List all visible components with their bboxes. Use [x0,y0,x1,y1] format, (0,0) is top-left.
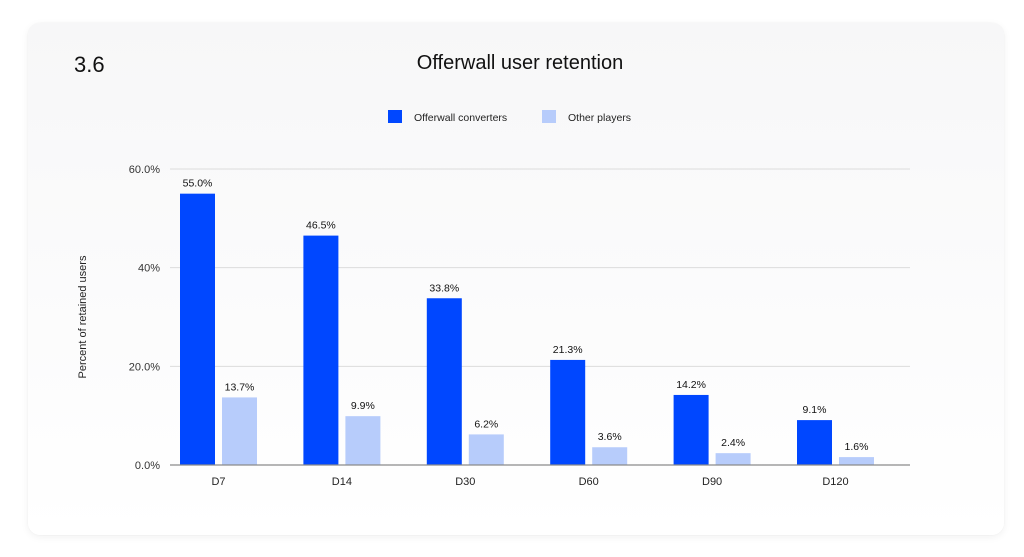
chart-title: Offerwall user retention [416,52,624,74]
data-label: 6.2% [474,418,498,430]
bar-other-players-d14 [345,416,381,465]
legend-label: Offerwall converters [414,112,507,124]
y-tick-label: 60.0% [129,164,160,176]
x-tick-label: D14 [332,476,352,488]
data-label: 21.3% [553,344,583,356]
data-label: 55.0% [183,178,213,190]
x-tick-label: D60 [579,476,599,488]
legend-swatch-other-players [542,110,556,123]
y-tick-label: 0.0% [135,460,160,472]
data-label: 14.2% [676,379,706,391]
x-tick-label: D7 [211,476,225,488]
y-tick-label: 20.0% [129,361,160,373]
data-label: 9.9% [351,400,375,412]
legend-swatch-offerwall-converters [388,110,402,123]
data-label: 2.4% [721,437,745,449]
bar-other-players-d30 [468,434,504,465]
legend-label: Other players [568,112,631,124]
bar-offerwall-converters-d7 [180,193,215,465]
x-tick-label: D120 [822,476,848,488]
x-tick-label: D90 [702,476,722,488]
data-label: 3.6% [598,431,622,443]
bar-other-players-d120 [839,457,874,465]
bar-offerwall-converters-d30 [426,298,462,465]
data-label: 33.8% [429,282,459,294]
y-tick-label: 40% [138,263,160,275]
data-label: 9.1% [803,404,827,416]
bar-other-players-d90 [715,453,751,465]
data-label: 46.5% [306,220,336,232]
bar-offerwall-converters-d60 [550,359,586,465]
bar-other-players-d7 [222,397,257,465]
figure-number: 3.6 [74,52,105,77]
bar-other-players-d60 [592,447,628,465]
bar-offerwall-converters-d120 [797,420,832,465]
x-tick-label: D30 [455,476,475,488]
bar-offerwall-converters-d14 [303,235,339,465]
data-label: 13.7% [225,381,255,393]
bar-offerwall-converters-d90 [673,394,709,465]
y-axis-label: Percent of retained users [77,255,89,378]
data-label: 1.6% [845,441,869,453]
